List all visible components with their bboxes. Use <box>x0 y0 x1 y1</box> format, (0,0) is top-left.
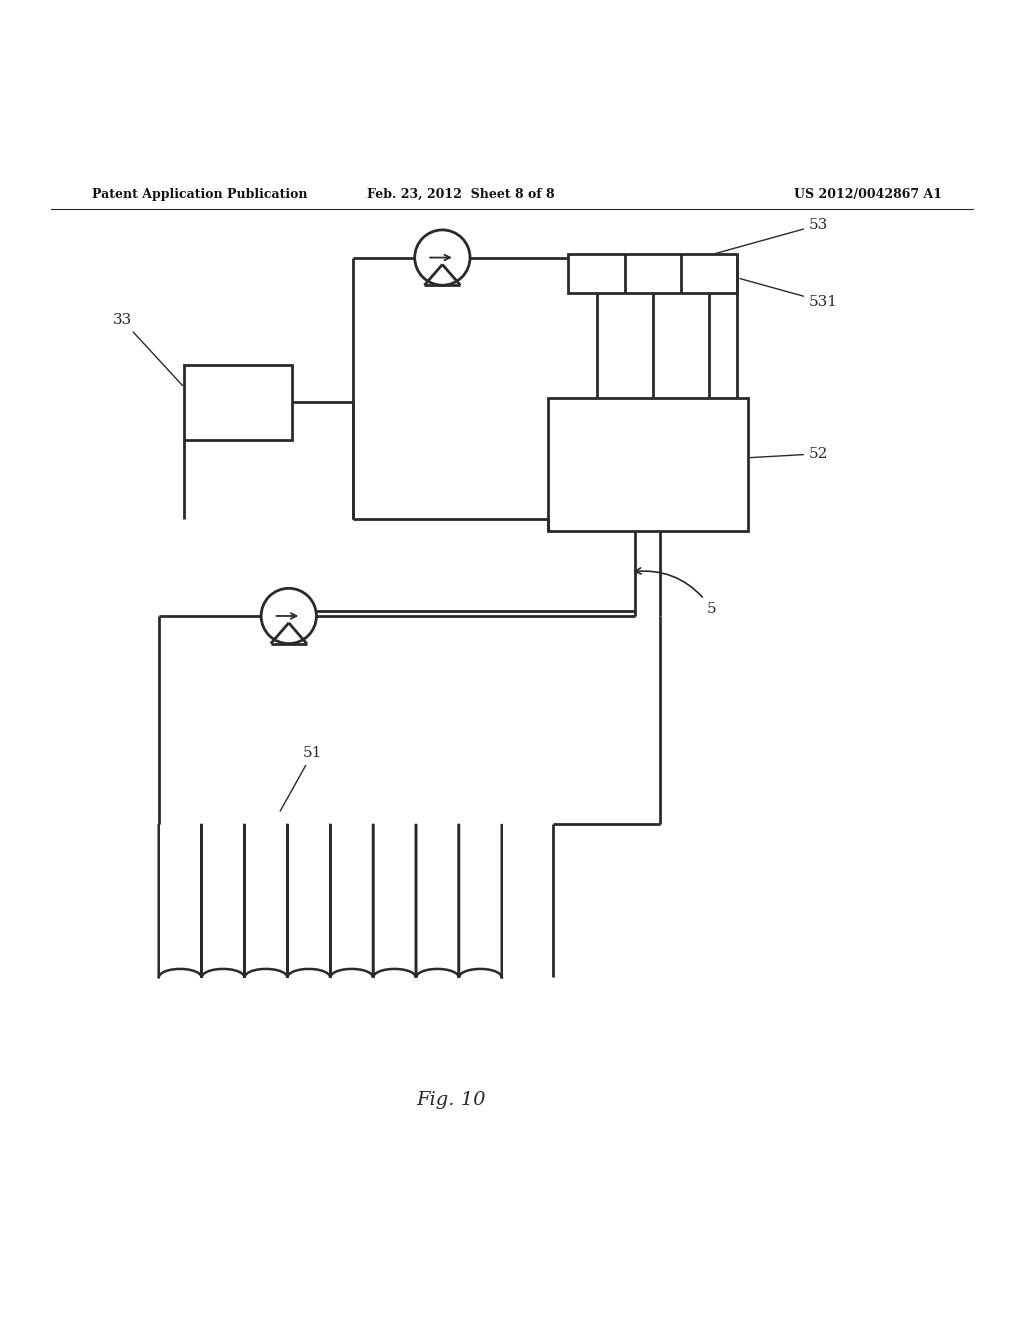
Text: 33: 33 <box>113 313 182 385</box>
Text: 52: 52 <box>751 446 828 461</box>
Text: 531: 531 <box>740 279 838 309</box>
Text: Patent Application Publication: Patent Application Publication <box>92 187 307 201</box>
Text: 51: 51 <box>281 746 323 812</box>
Text: Feb. 23, 2012  Sheet 8 of 8: Feb. 23, 2012 Sheet 8 of 8 <box>367 187 555 201</box>
Circle shape <box>261 589 316 644</box>
Text: Fig. 10: Fig. 10 <box>416 1092 485 1109</box>
Text: US 2012/0042867 A1: US 2012/0042867 A1 <box>794 187 942 201</box>
Text: 53: 53 <box>715 218 828 253</box>
Circle shape <box>415 230 470 285</box>
Text: 5: 5 <box>635 568 717 616</box>
